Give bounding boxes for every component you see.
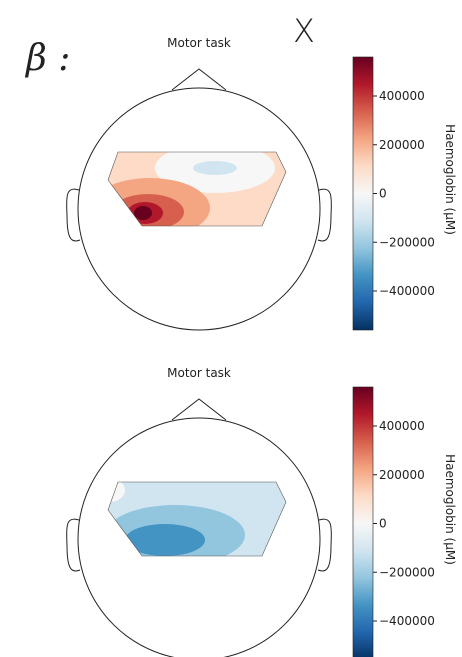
chart-title: Motor task [167, 36, 231, 50]
ear-left [66, 188, 81, 242]
colorbar [352, 386, 374, 657]
tick-label: 200000 [379, 138, 425, 152]
ear-left [66, 518, 81, 572]
field [193, 161, 237, 175]
nose [171, 68, 227, 91]
ear-right [317, 518, 332, 572]
tick-label: 200000 [379, 468, 425, 482]
colorbar-label: Haemoglobin (μM) [443, 124, 457, 235]
ear-right [317, 188, 332, 242]
column-label: X [293, 12, 315, 50]
chart-title: Motor task [167, 366, 231, 380]
tick-label: −400000 [379, 614, 435, 628]
field-outline [107, 151, 287, 227]
colorbar-label: Haemoglobin (μM) [443, 454, 457, 565]
tick-label: −400000 [379, 284, 435, 298]
nose [171, 398, 227, 421]
tick-label: 400000 [379, 419, 425, 433]
tick-label: 400000 [379, 89, 425, 103]
tick-label: 0 [379, 187, 387, 201]
tick-label: 0 [379, 517, 387, 531]
field [134, 206, 152, 220]
field [125, 524, 205, 556]
scalp-map [108, 482, 286, 556]
row-label: β : [24, 38, 70, 79]
field-outline [107, 481, 287, 557]
tick-label: −200000 [379, 235, 435, 249]
colorbar [352, 56, 374, 331]
tick-label: −200000 [379, 565, 435, 579]
